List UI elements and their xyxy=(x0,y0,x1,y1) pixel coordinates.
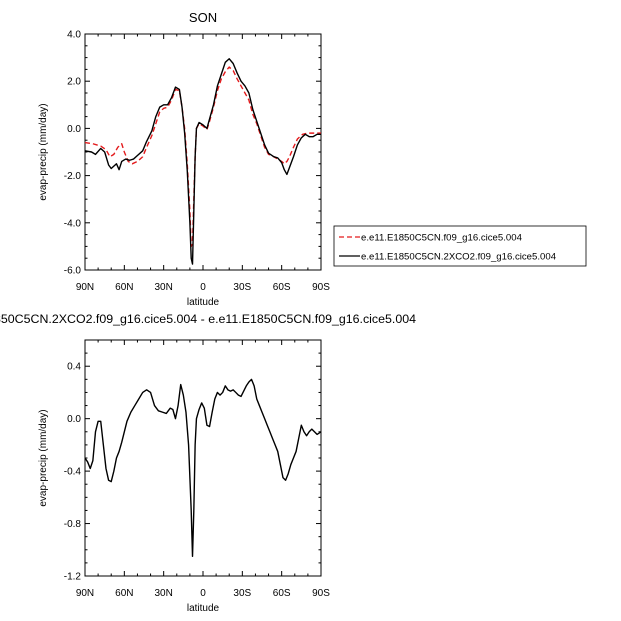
x-tick-label: 0 xyxy=(200,282,206,293)
chart-title: 850C5CN.2XCO2.f09_g16.cice5.004 - e.e11.… xyxy=(0,312,416,326)
x-tick-label: 0 xyxy=(200,588,206,599)
y-axis-label: evap-precip (mm/day) xyxy=(38,103,49,200)
y-tick-label: -0.4 xyxy=(64,467,82,478)
x-tick-label: 90N xyxy=(76,588,94,599)
y-axis: 4.0 2.0 0.0 -2.0 -4.0 -6.0 xyxy=(64,30,321,277)
x-axis: 90N 60N 30N 0 30S 60S 90S xyxy=(76,34,330,293)
y-tick-label: -2.0 xyxy=(64,171,82,182)
x-tick-label: 30S xyxy=(233,588,251,599)
y-tick-label: 0.0 xyxy=(67,414,81,425)
chart-title: SON xyxy=(189,10,217,25)
series-lines xyxy=(84,378,322,558)
y-tick-label: 2.0 xyxy=(67,77,81,88)
legend-label-series-1: e.e11.E1850C5CN.f09_g16.cice5.004 xyxy=(361,233,523,244)
y-axis: 0.4 0.0 -0.4 -0.8 -1.2 xyxy=(64,339,321,583)
x-tick-label: 60N xyxy=(115,588,133,599)
top-chart: SON 4.0 2.0 0.0 -2.0 -4.0 -6.0 90N 60N 30N 0 30S 6… xyxy=(38,10,587,308)
plot-frame xyxy=(84,339,322,577)
y-tick-label: 0.0 xyxy=(67,124,81,135)
y-tick-label: -4.0 xyxy=(64,218,82,229)
legend-box xyxy=(333,225,587,267)
legend: e.e11.E1850C5CN.f09_g16.cice5.004 e.e11.… xyxy=(333,225,587,267)
x-axis-label: latitude xyxy=(187,297,220,308)
y-tick-label: -0.8 xyxy=(64,519,82,530)
y-tick-label: 4.0 xyxy=(67,30,81,41)
x-axis-label: latitude xyxy=(187,603,220,614)
x-tick-label: 30N xyxy=(154,588,172,599)
legend-label-series-2: e.e11.E1850C5CN.2XCO2.f09_g16.cice5.004 xyxy=(361,252,557,263)
x-axis: 90N 60N 30N 0 30S 60S 90S xyxy=(76,340,330,599)
y-tick-label: 0.4 xyxy=(67,362,81,373)
x-tick-label: 60S xyxy=(273,588,291,599)
x-tick-label: 60N xyxy=(115,282,133,293)
y-axis-label: evap-precip (mm/day) xyxy=(38,409,49,506)
bottom-chart: 850C5CN.2XCO2.f09_g16.cice5.004 - e.e11.… xyxy=(0,312,416,614)
x-tick-label: 30N xyxy=(154,282,172,293)
y-tick-label: -1.2 xyxy=(64,572,82,583)
x-tick-label: 60S xyxy=(273,282,291,293)
x-tick-label: 90N xyxy=(76,282,94,293)
series-line-2 xyxy=(84,58,321,265)
x-tick-label: 90S xyxy=(312,588,330,599)
x-tick-label: 30S xyxy=(233,282,251,293)
x-tick-label: 90S xyxy=(312,282,330,293)
series-lines xyxy=(84,58,321,265)
series-line-1 xyxy=(84,66,321,248)
plot-frame xyxy=(84,33,322,271)
y-tick-label: -6.0 xyxy=(64,266,82,277)
series-line-1 xyxy=(84,378,322,558)
